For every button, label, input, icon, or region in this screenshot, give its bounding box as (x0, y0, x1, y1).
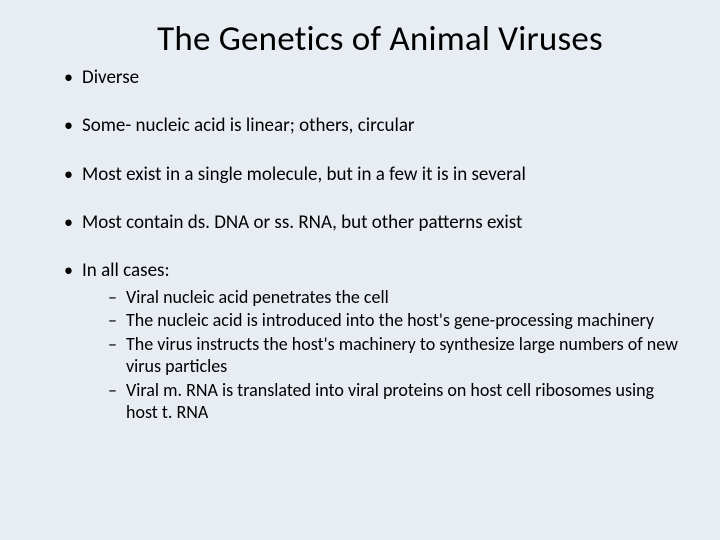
bullet-item: Diverse (64, 66, 680, 90)
sub-bullet-item: The nucleic acid is introduced into the … (108, 309, 680, 332)
bullet-item: Some- nucleic acid is linear; others, ci… (64, 114, 680, 138)
sub-bullet-item: Viral m. RNA is translated into viral pr… (108, 379, 680, 424)
sub-bullet-text: Viral nucleic acid penetrates the cell (126, 286, 389, 308)
bullet-item: Most exist in a single molecule, but in … (64, 163, 680, 187)
slide: The Genetics of Animal Viruses Diverse S… (0, 0, 720, 540)
sub-bullet-text: The nucleic acid is introduced into the … (126, 309, 654, 331)
bullet-text: Most contain ds. DNA or ss. RNA, but oth… (82, 211, 522, 234)
bullet-list: Diverse Some- nucleic acid is linear; ot… (40, 66, 680, 424)
sub-bullet-text: Viral m. RNA is translated into viral pr… (126, 379, 654, 424)
bullet-text: In all cases: (82, 259, 170, 282)
slide-title: The Genetics of Animal Viruses (40, 18, 680, 60)
bullet-text: Most exist in a single molecule, but in … (82, 163, 526, 186)
sub-bullet-list: Viral nucleic acid penetrates the cell T… (82, 286, 680, 424)
bullet-item: In all cases: Viral nucleic acid penetra… (64, 259, 680, 423)
bullet-text: Some- nucleic acid is linear; others, ci… (82, 114, 415, 137)
sub-bullet-item: Viral nucleic acid penetrates the cell (108, 286, 680, 309)
bullet-item: Most contain ds. DNA or ss. RNA, but oth… (64, 211, 680, 235)
bullet-text: Diverse (82, 66, 139, 89)
sub-bullet-item: The virus instructs the host's machinery… (108, 333, 680, 378)
sub-bullet-text: The virus instructs the host's machinery… (126, 333, 678, 378)
